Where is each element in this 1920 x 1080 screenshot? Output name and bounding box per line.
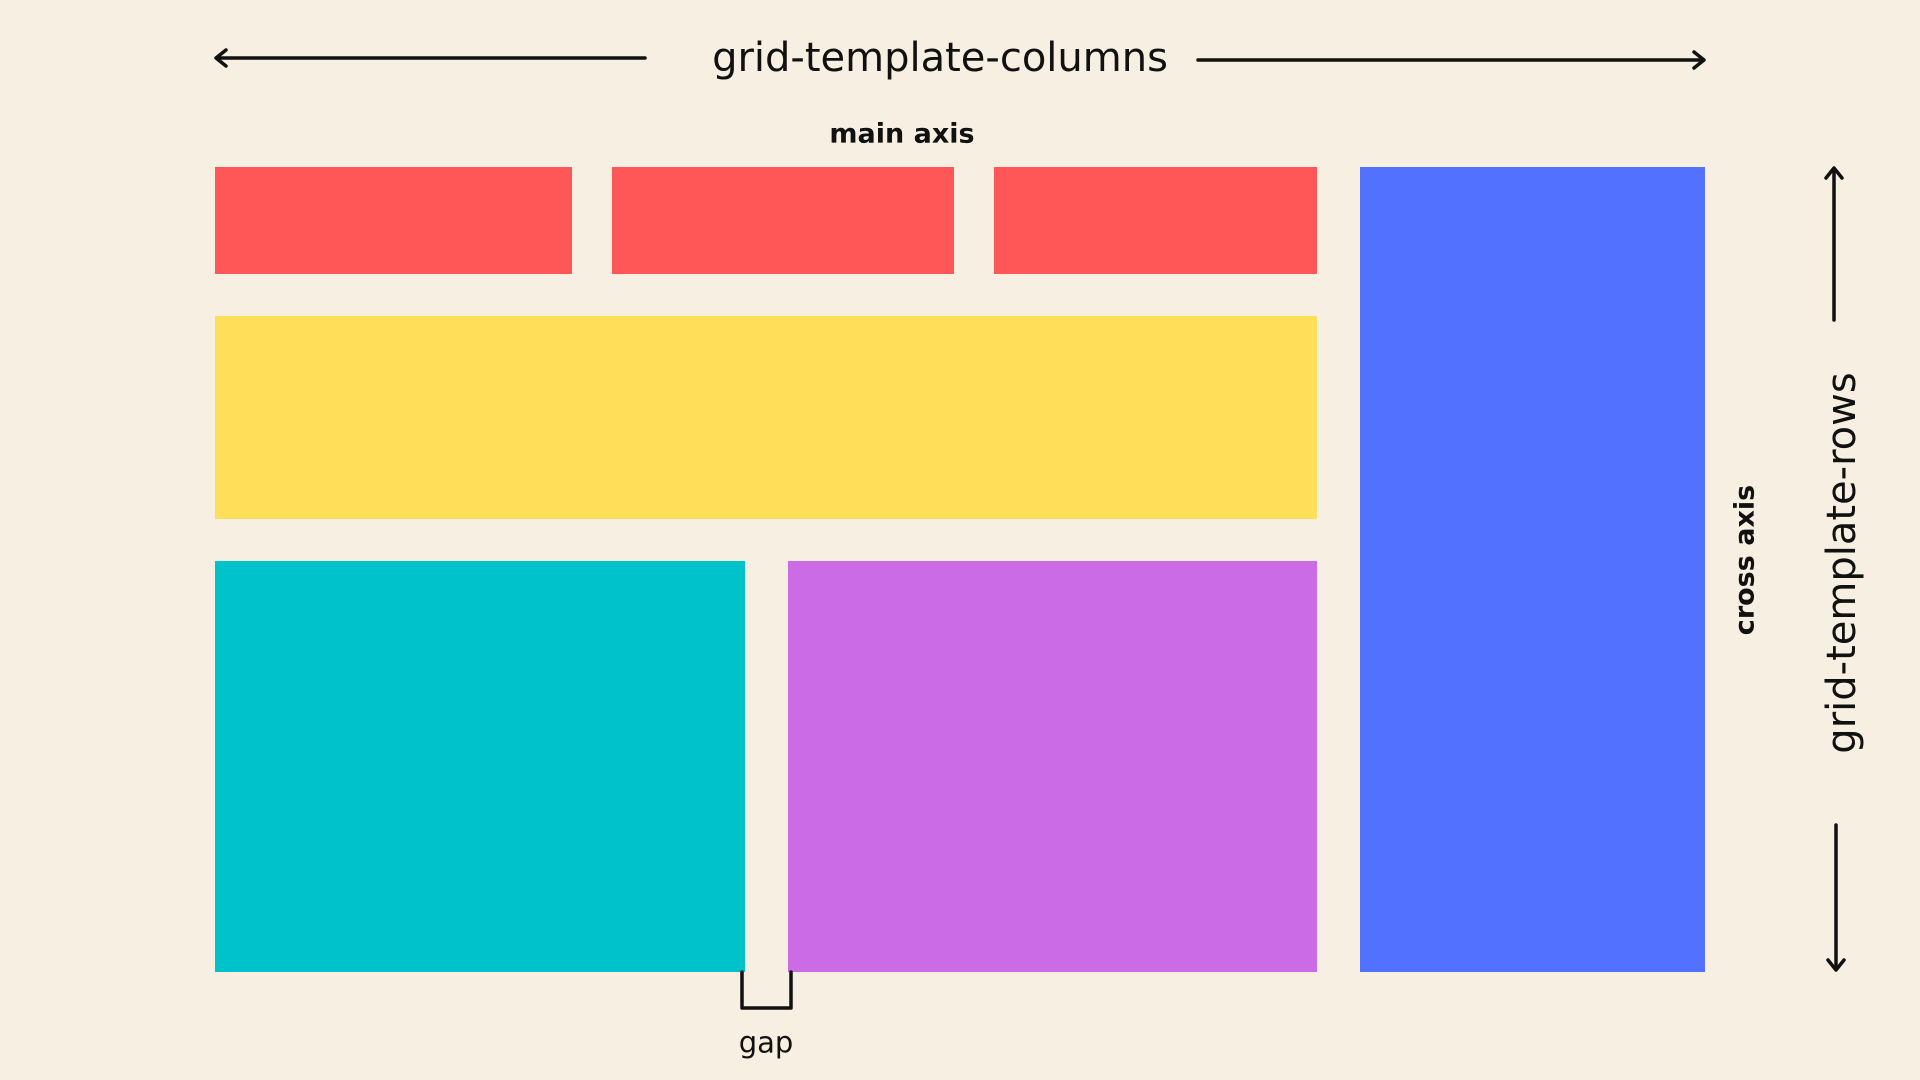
rows-arrow-up-head — [1824, 166, 1844, 180]
columns-arrow-right-head — [1692, 50, 1706, 70]
gap-bracket — [740, 970, 793, 1010]
main-axis-label: main axis — [829, 118, 975, 150]
purple-cell — [788, 561, 1317, 972]
red-cell-1 — [215, 167, 572, 274]
gap-label: gap — [738, 1025, 794, 1060]
red-cell-3 — [994, 167, 1317, 274]
rows-title: grid-template-rows — [1819, 372, 1865, 754]
columns-title: grid-template-columns — [712, 35, 1168, 81]
yellow-cell — [215, 316, 1317, 519]
cross-axis-label: cross axis — [1729, 484, 1761, 636]
blue-cell — [1360, 167, 1705, 972]
columns-arrow-left-head — [214, 48, 228, 68]
red-cell-2 — [612, 167, 954, 274]
rows-arrow-down-head — [1826, 958, 1846, 972]
teal-cell — [215, 561, 745, 972]
